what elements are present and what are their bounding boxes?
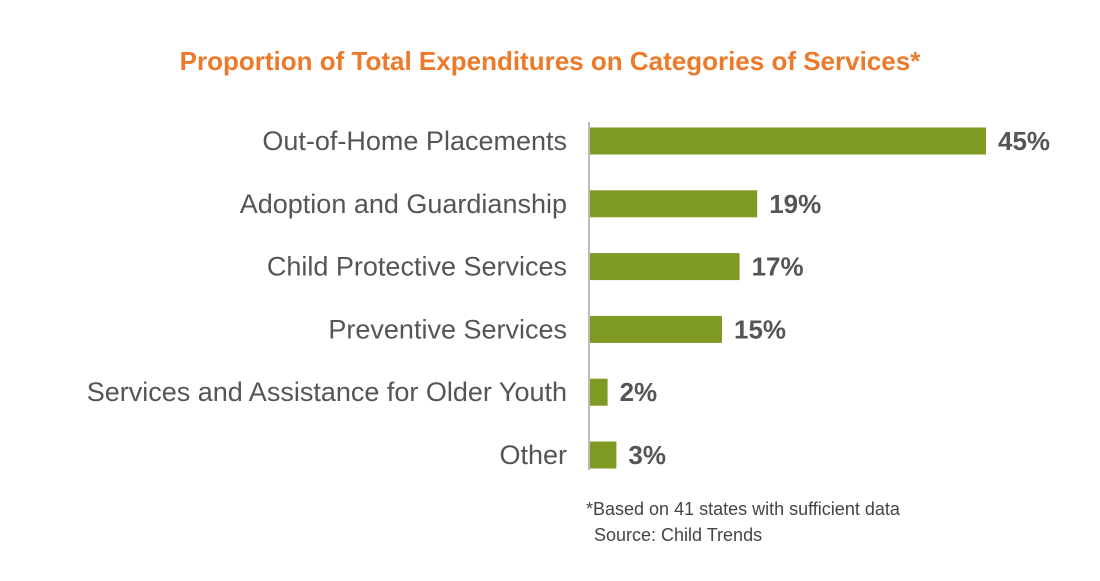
bar (590, 253, 740, 281)
value-label: 19% (769, 189, 821, 219)
bar (590, 127, 986, 155)
category-label: Adoption and Guardianship (240, 189, 567, 219)
value-label: 15% (734, 314, 786, 344)
category-label: Preventive Services (328, 314, 567, 344)
value-label: 45% (998, 126, 1050, 156)
category-label: Child Protective Services (267, 252, 567, 282)
bar (590, 190, 758, 218)
bars-group: Out-of-Home Placements 45% Adoption and Gu… (87, 126, 1050, 470)
chart-title: Proportion of Total Expenditures on Cate… (180, 46, 922, 76)
category-label: Other (499, 440, 567, 470)
bar (590, 441, 617, 469)
category-label: Out-of-Home Placements (262, 126, 567, 156)
bar (590, 378, 608, 406)
value-label: 2% (620, 377, 658, 407)
bar (590, 315, 722, 343)
category-label: Services and Assistance for Older Youth (87, 377, 567, 407)
value-label: 17% (752, 252, 804, 282)
footnote: *Based on 41 states with sufficient data (586, 499, 901, 519)
source-note: Source: Child Trends (594, 525, 762, 545)
value-label: 3% (628, 440, 666, 470)
